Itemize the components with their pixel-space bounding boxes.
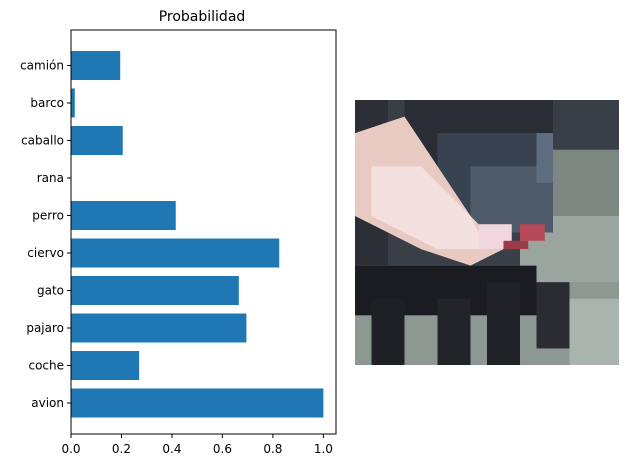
x-tick-label: 0.2 (112, 442, 131, 456)
chart-title: Probabilidad (159, 9, 246, 25)
x-axis: 0.0 0.2 0.4 0.6 0.8 1.0 (61, 434, 333, 456)
animal-photo (355, 100, 619, 365)
bar-ciervo (71, 238, 280, 268)
thumbnail-image (355, 100, 619, 365)
y-tick-label: avion (31, 396, 64, 410)
bar-camión (71, 51, 121, 80)
bar-avion (71, 388, 324, 418)
bar-caballo (71, 126, 123, 155)
bars-group (71, 51, 324, 418)
y-tick-label: caballo (21, 134, 64, 148)
y-tick-label: perro (32, 209, 64, 223)
y-tick-label: gato (37, 284, 64, 298)
bar-perro (71, 201, 176, 230)
x-tick-label: 0.0 (61, 442, 80, 456)
x-tick-label: 0.6 (213, 442, 232, 456)
x-tick-label: 1.0 (314, 442, 333, 456)
bar-coche (71, 351, 140, 380)
y-tick-label: barco (30, 96, 64, 110)
plot-frame (70, 29, 337, 435)
x-tick-label: 0.8 (263, 442, 282, 456)
bar-gato (71, 276, 239, 305)
y-tick-label: rana (37, 171, 64, 185)
x-tick-label: 0.4 (162, 442, 181, 456)
y-axis: avion coche pajaro gato ciervo perro rana cabal… (20, 59, 71, 410)
y-tick-label: coche (28, 359, 64, 373)
y-tick-label: pajaro (26, 321, 64, 335)
bar-barco (71, 88, 75, 118)
y-tick-label: camión (20, 59, 64, 73)
bar-pajaro (71, 313, 247, 343)
y-tick-label: ciervo (27, 246, 64, 260)
